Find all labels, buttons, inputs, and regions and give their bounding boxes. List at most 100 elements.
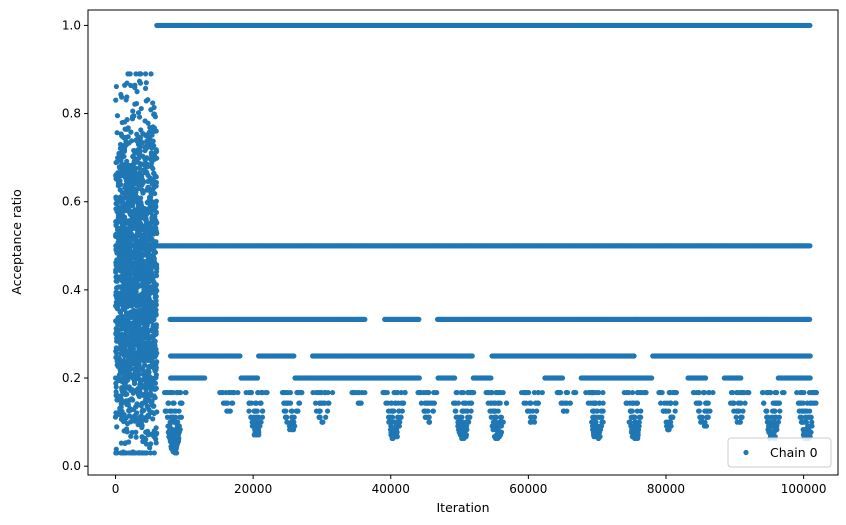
data-point [129, 361, 135, 367]
data-point [139, 434, 145, 440]
data-point [117, 308, 123, 315]
data-point [116, 150, 122, 157]
data-point [151, 329, 158, 335]
data-point [131, 188, 137, 194]
data-point [117, 165, 123, 171]
data-point [144, 370, 150, 376]
data-point [142, 144, 148, 150]
data-point [128, 278, 134, 285]
data-point [139, 424, 145, 431]
data-point [113, 350, 120, 356]
data-point [119, 332, 125, 338]
data-point [113, 331, 119, 337]
data-point [807, 316, 813, 323]
data-point [137, 199, 143, 205]
data-point [129, 288, 135, 294]
data-point [150, 166, 156, 172]
data-point [146, 223, 153, 229]
data-point [147, 156, 154, 162]
data-point [118, 339, 124, 345]
data-point [136, 243, 143, 249]
data-point [150, 416, 156, 422]
data-point [125, 125, 131, 131]
data-point [130, 255, 136, 261]
data-point [141, 243, 148, 249]
data-point [142, 71, 149, 77]
data-point [153, 229, 159, 235]
data-point [138, 269, 144, 276]
data-point [121, 298, 127, 304]
data-point [116, 243, 122, 249]
data-point [145, 339, 151, 345]
data-point [137, 319, 143, 325]
data-point [120, 217, 126, 223]
data-point [115, 258, 121, 264]
data-point [124, 304, 130, 310]
data-point [144, 330, 151, 336]
data-point [150, 375, 156, 381]
data-point [119, 133, 125, 139]
data-point [129, 429, 135, 436]
data-point [112, 414, 119, 420]
data-point [136, 357, 142, 363]
data-point [122, 174, 128, 181]
data-point [145, 238, 151, 244]
data-point [138, 105, 144, 112]
data-point [117, 298, 123, 304]
data-point [144, 187, 150, 193]
data-point [115, 235, 121, 241]
data-point [123, 426, 130, 432]
data-point [136, 393, 142, 400]
data-point [113, 392, 119, 399]
data-point [125, 350, 131, 356]
data-point [137, 135, 144, 141]
data-point [148, 343, 154, 350]
data-point [124, 94, 130, 100]
data-point [136, 165, 143, 171]
data-point [143, 218, 149, 224]
data-point [152, 201, 158, 207]
data-point [142, 222, 148, 228]
data-point [125, 300, 132, 306]
data-point [153, 174, 159, 180]
data-point [145, 310, 151, 316]
data-point [122, 268, 128, 274]
data-point [135, 231, 141, 237]
data-point [124, 192, 130, 198]
data-point [153, 209, 160, 215]
data-point [133, 403, 139, 410]
data-point [113, 345, 119, 351]
data-point [139, 384, 145, 390]
data-point [151, 239, 157, 245]
data-point [131, 450, 137, 456]
data-point [113, 176, 119, 182]
data-point [142, 147, 148, 154]
data-point [144, 385, 150, 391]
data-point [129, 180, 135, 186]
data-point [119, 261, 126, 267]
data-point [151, 450, 157, 456]
data-point [150, 316, 156, 322]
data-point [416, 316, 422, 323]
data-point [140, 213, 146, 219]
data-point [146, 363, 153, 370]
data-point [151, 256, 157, 262]
data-point [136, 149, 142, 155]
data-point [119, 207, 125, 213]
data-point [142, 362, 148, 368]
data-point [153, 372, 159, 378]
data-point [124, 315, 130, 321]
data-point [113, 410, 119, 416]
data-point [145, 120, 151, 126]
data-point [133, 429, 139, 435]
data-point [123, 138, 129, 144]
data-point [133, 213, 140, 219]
data-point [117, 397, 123, 403]
data-point [143, 429, 149, 435]
data-point [129, 334, 135, 340]
data-point [114, 278, 120, 284]
data-point [139, 203, 145, 209]
data-point [118, 274, 124, 280]
data-point [144, 404, 151, 410]
data-point [128, 129, 134, 135]
